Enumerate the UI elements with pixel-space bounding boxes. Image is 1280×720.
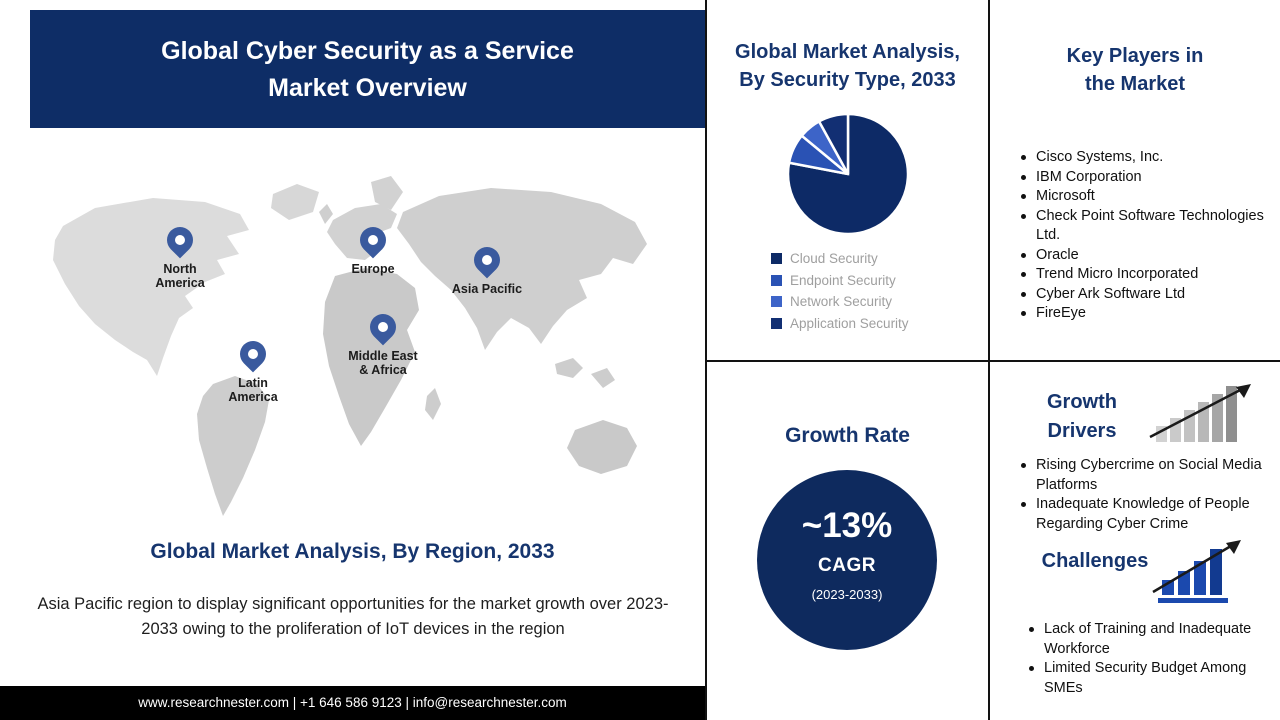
right-panel: Key Players in the Market Cisco Systems,…	[990, 0, 1280, 720]
key-players-title: Key Players in the Market	[1066, 45, 1204, 95]
growth-rate-title: Growth Rate	[785, 424, 910, 447]
legend-item: Cloud Security	[771, 248, 909, 270]
growth-drivers-list: Rising Cybercrime on Social Media Platfo…	[1020, 456, 1272, 534]
legend-label: Endpoint Security	[790, 272, 896, 288]
map-pin-label: Asia Pacific	[451, 282, 523, 296]
pie-slice	[816, 112, 849, 175]
growth-drivers-chart-icon	[1148, 380, 1258, 449]
growth-drivers-title: Growth Drivers	[1047, 391, 1117, 442]
legend-item: Application Security	[771, 313, 909, 335]
challenges-title: Challenges	[1041, 550, 1149, 572]
pie-legend: Cloud Security Endpoint Security Network…	[771, 248, 909, 334]
legend-label: Network Security	[790, 294, 893, 310]
cagr-period: (2023-2033)	[811, 587, 883, 602]
legend-item: Endpoint Security	[771, 270, 909, 292]
middle-panel: Global Market Analysis, By Security Type…	[707, 0, 988, 720]
legend-swatch-icon	[771, 317, 782, 329]
key-player-item: Cyber Ark Software Ltd	[1020, 285, 1265, 305]
key-player-item: Oracle	[1020, 246, 1265, 266]
security-type-pie	[707, 110, 988, 238]
legend-item: Network Security	[771, 291, 909, 313]
world-map-graphic	[53, 176, 647, 516]
key-player-item: Microsoft	[1020, 187, 1265, 207]
challenge-item: Limited Security Budget Among SMEs	[1028, 659, 1268, 698]
key-player-item: Cisco Systems, Inc.	[1020, 148, 1265, 168]
map-pin-label: Middle East & Africa	[348, 349, 418, 378]
footer-contact-text: www.researchnester.com | +1 646 586 9123…	[138, 695, 567, 710]
horizontal-divider	[707, 360, 1280, 362]
growth-rate-badge: ~13% CAGR (2023-2033)	[757, 470, 937, 650]
footer-contact-bar: www.researchnester.com | +1 646 586 9123…	[0, 686, 705, 720]
pie-chart-icon	[786, 112, 909, 236]
pie-slice	[786, 112, 909, 236]
legend-swatch-icon	[771, 253, 782, 265]
cagr-metric: CAGR	[818, 555, 876, 576]
vertical-divider-left	[705, 0, 707, 720]
key-players-list: Cisco Systems, Inc. IBM Corporation Micr…	[1020, 148, 1265, 324]
cagr-value: ~13%	[801, 506, 893, 545]
growth-driver-item: Rising Cybercrime on Social Media Platfo…	[1020, 456, 1272, 495]
legend-label: Application Security	[790, 315, 909, 331]
map-pin-label: Europe	[351, 262, 395, 276]
challenges-list: Lack of Training and Inadequate Workforc…	[1028, 620, 1268, 698]
security-type-title: Global Market Analysis, By Security Type…	[707, 38, 988, 94]
key-player-item: Check Point Software Technologies Ltd.	[1020, 207, 1265, 246]
header-banner: Global Cyber Security as a Service Marke…	[30, 10, 705, 128]
region-analysis-description: Asia Pacific region to display significa…	[37, 595, 669, 638]
challenge-item: Lack of Training and Inadequate Workforc…	[1028, 620, 1268, 659]
legend-swatch-icon	[771, 296, 782, 308]
key-player-item: Trend Micro Incorporated	[1020, 265, 1265, 285]
security-type-title-line1: Global Market Analysis,	[735, 41, 960, 63]
region-analysis-title: Global Market Analysis, By Region, 2033	[150, 540, 555, 563]
challenges-chart-icon	[1150, 534, 1250, 611]
map-pin-label: North America	[155, 262, 205, 291]
page-title-line1: Global Cyber Security as a Service	[161, 37, 574, 65]
page-title-line2: Market Overview	[268, 74, 467, 102]
security-type-title-line2: By Security Type, 2033	[739, 69, 956, 91]
map-pin-label: Latin America	[228, 376, 278, 405]
legend-swatch-icon	[771, 274, 782, 286]
left-panel: Global Cyber Security as a Service Marke…	[0, 0, 705, 720]
key-player-item: IBM Corporation	[1020, 168, 1265, 188]
world-map: North America Europe Asia Pacific Middle…	[35, 168, 675, 528]
key-player-item: FireEye	[1020, 304, 1265, 324]
legend-label: Cloud Security	[790, 251, 878, 267]
growth-driver-item: Inadequate Knowledge of People Regarding…	[1020, 495, 1272, 534]
